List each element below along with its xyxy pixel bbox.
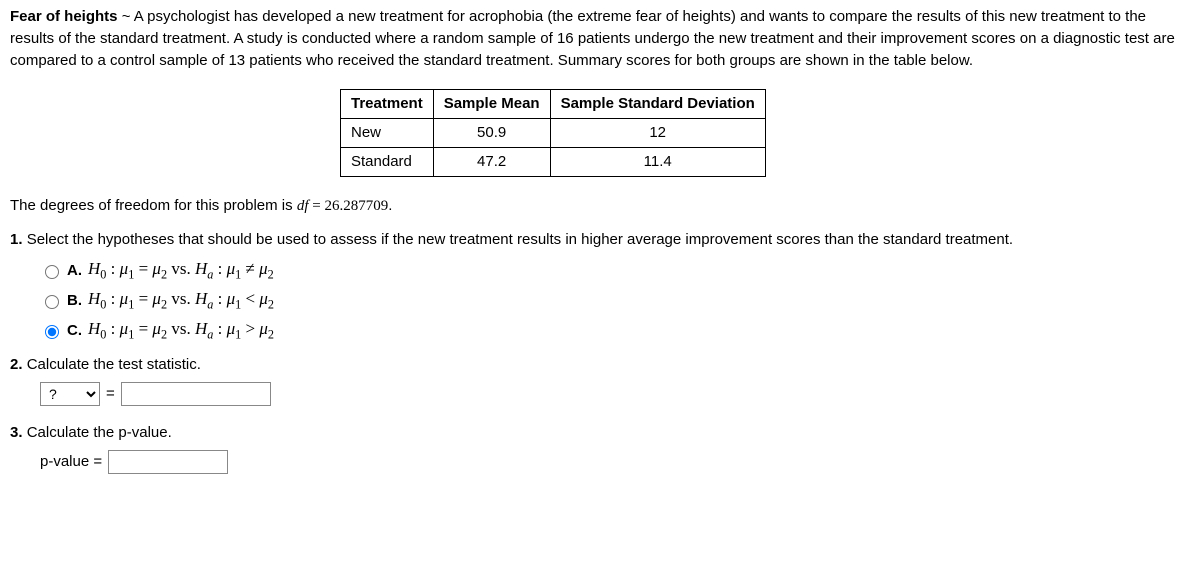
intro-body: A psychologist has developed a new treat…: [10, 8, 1175, 69]
radio-b[interactable]: [45, 295, 59, 309]
option-c-letter: C.: [67, 320, 82, 342]
q3-input-row: p-value =: [40, 450, 1190, 474]
cell-treatment: Standard: [341, 147, 434, 176]
q3-number: 3.: [10, 424, 23, 441]
q1-number: 1.: [10, 231, 23, 248]
q1-options: A. H0 : μ1 = μ2 vs. Ha : μ1 ≠ μ2 B. H0 :…: [40, 257, 1190, 344]
option-a-letter: A.: [67, 260, 82, 282]
cell-mean: 50.9: [433, 119, 550, 148]
cell-treatment: New: [341, 119, 434, 148]
q3-text: Calculate the p-value.: [27, 424, 172, 441]
df-value: 26.287709: [324, 198, 388, 214]
table-row: New 50.9 12: [341, 119, 766, 148]
option-b[interactable]: B. H0 : μ1 = μ2 vs. Ha : μ1 < μ2: [40, 287, 1190, 314]
col-mean: Sample Mean: [433, 90, 550, 119]
cell-sd: 12: [550, 119, 765, 148]
summary-table: Treatment Sample Mean Sample Standard De…: [340, 89, 766, 176]
df-period: .: [388, 197, 392, 214]
df-sentence: The degrees of freedom for this problem …: [10, 195, 1190, 218]
intro-paragraph: Fear of heights ~ A psychologist has dev…: [10, 6, 1190, 71]
option-a-math: H0 : μ1 = μ2 vs. Ha : μ1 ≠ μ2: [88, 257, 274, 284]
q1-text: Select the hypotheses that should be use…: [27, 231, 1013, 248]
df-eq: =: [308, 198, 324, 214]
option-a[interactable]: A. H0 : μ1 = μ2 vs. Ha : μ1 ≠ μ2: [40, 257, 1190, 284]
option-c-math: H0 : μ1 = μ2 vs. Ha : μ1 > μ2: [88, 317, 274, 344]
intro-tilde: ~: [122, 8, 134, 25]
option-b-math: H0 : μ1 = μ2 vs. Ha : μ1 < μ2: [88, 287, 274, 314]
col-treatment: Treatment: [341, 90, 434, 119]
test-statistic-select[interactable]: ?: [40, 382, 100, 406]
radio-c[interactable]: [45, 325, 59, 339]
q2-input-row: ? =: [40, 382, 1190, 406]
q1: 1. Select the hypotheses that should be …: [10, 229, 1190, 251]
table-row: Standard 47.2 11.4: [341, 147, 766, 176]
col-sd: Sample Standard Deviation: [550, 90, 765, 119]
q2-text: Calculate the test statistic.: [27, 356, 201, 373]
intro-title: Fear of heights: [10, 8, 118, 25]
df-prefix: The degrees of freedom for this problem …: [10, 197, 297, 214]
q2: 2. Calculate the test statistic.: [10, 354, 1190, 376]
q2-number: 2.: [10, 356, 23, 373]
option-c[interactable]: C. H0 : μ1 = μ2 vs. Ha : μ1 > μ2: [40, 317, 1190, 344]
test-statistic-input[interactable]: [121, 382, 271, 406]
equals-sign: =: [106, 383, 115, 405]
option-b-letter: B.: [67, 290, 82, 312]
radio-a[interactable]: [45, 265, 59, 279]
q3: 3. Calculate the p-value.: [10, 422, 1190, 444]
cell-sd: 11.4: [550, 147, 765, 176]
cell-mean: 47.2: [433, 147, 550, 176]
df-symbol: df: [297, 198, 309, 214]
pvalue-input[interactable]: [108, 450, 228, 474]
pvalue-label: p-value =: [40, 451, 102, 473]
